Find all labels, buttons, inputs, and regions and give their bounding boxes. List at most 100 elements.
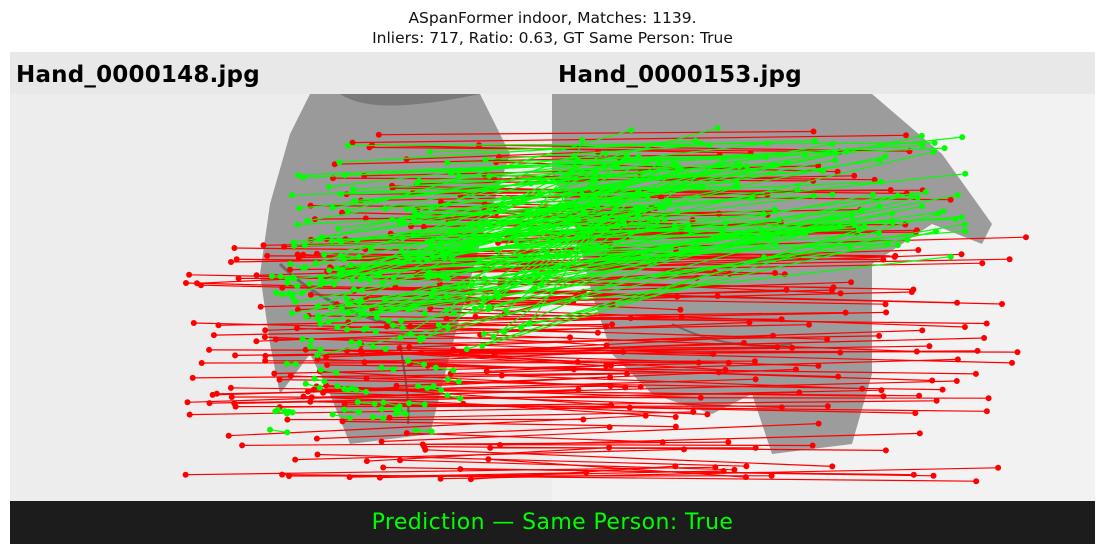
- inlier-keypoint: [579, 137, 586, 144]
- inlier-keypoint: [328, 238, 335, 244]
- inlier-match-line: [318, 194, 958, 319]
- inlier-keypoint: [479, 342, 486, 349]
- inlier-keypoint: [355, 253, 362, 260]
- inlier-keypoint: [482, 156, 489, 163]
- inlier-match-line: [328, 208, 644, 323]
- inlier-keypoint: [360, 310, 366, 317]
- outlier-keypoint: [939, 386, 946, 393]
- outlier-keypoint: [262, 357, 269, 364]
- outlier-keypoint: [768, 472, 775, 479]
- inlier-keypoint: [285, 408, 292, 415]
- outlier-keypoint: [198, 360, 205, 366]
- inlier-keypoint: [301, 242, 308, 249]
- inlier-keypoint: [314, 303, 321, 310]
- outlier-keypoint: [294, 251, 301, 258]
- inlier-keypoint: [366, 277, 373, 284]
- inlier-keypoint: [385, 317, 392, 324]
- inlier-keypoint: [356, 339, 363, 346]
- outlier-match-line: [349, 472, 587, 478]
- inlier-keypoint: [268, 273, 275, 280]
- inlier-keypoint: [389, 322, 396, 329]
- inlier-keypoint: [947, 253, 954, 260]
- inlier-keypoint: [940, 208, 947, 215]
- inlier-keypoint: [362, 304, 368, 311]
- inlier-keypoint: [379, 279, 386, 286]
- outlier-keypoint: [837, 349, 844, 356]
- outlier-keypoint: [824, 336, 831, 343]
- inlier-keypoint: [515, 225, 522, 232]
- outlier-match-line: [406, 151, 598, 160]
- outlier-keypoint: [871, 176, 878, 183]
- outlier-keypoint: [184, 399, 191, 406]
- inlier-keypoint: [861, 223, 868, 230]
- inlier-keypoint: [304, 217, 311, 224]
- inlier-match-line: [329, 225, 689, 271]
- outlier-keypoint: [704, 411, 711, 418]
- inlier-keypoint: [432, 364, 439, 371]
- inlier-keypoint: [455, 378, 462, 385]
- inlier-keypoint: [314, 352, 321, 359]
- inlier-keypoint: [405, 306, 412, 313]
- inlier-match-line: [320, 223, 855, 325]
- inlier-keypoint: [836, 223, 843, 230]
- inlier-keypoint: [673, 168, 680, 175]
- inlier-keypoint: [894, 192, 901, 199]
- outlier-keypoint: [851, 172, 858, 179]
- inlier-match-line: [470, 165, 740, 226]
- inlier-match-line: [340, 186, 736, 195]
- inlier-keypoint: [292, 298, 299, 305]
- inlier-keypoint: [528, 180, 534, 187]
- outlier-match-line: [282, 474, 977, 482]
- outlier-keypoint: [958, 251, 965, 258]
- inlier-keypoint: [811, 137, 818, 144]
- inlier-keypoint: [716, 162, 723, 169]
- inlier-keypoint: [382, 346, 389, 352]
- outlier-keypoint: [915, 247, 922, 253]
- outlier-keypoint: [320, 389, 327, 396]
- outlier-keypoint: [287, 266, 293, 273]
- outlier-keypoint: [731, 466, 738, 473]
- inlier-keypoint: [444, 324, 451, 331]
- inlier-keypoint: [670, 160, 677, 167]
- inlier-keypoint: [327, 304, 334, 311]
- inlier-keypoint: [338, 305, 345, 312]
- outlier-keypoint: [580, 416, 587, 423]
- outlier-keypoint: [954, 356, 961, 363]
- outlier-match-line: [396, 368, 797, 387]
- inlier-keypoint: [325, 183, 332, 190]
- outlier-keypoint: [933, 397, 940, 404]
- inlier-keypoint: [443, 293, 450, 300]
- outlier-keypoint: [349, 139, 356, 146]
- inlier-keypoint: [931, 139, 938, 146]
- inlier-keypoint: [421, 310, 428, 317]
- outlier-keypoint: [375, 131, 382, 138]
- match-visualization: Hand_0000148.jpg Hand_0000153.jpg Predic…: [10, 52, 1095, 544]
- inlier-keypoint: [930, 148, 937, 155]
- inlier-match-line: [542, 229, 762, 234]
- outlier-match-line: [406, 432, 663, 443]
- outlier-keypoint: [397, 457, 403, 464]
- inlier-keypoint: [329, 411, 336, 418]
- inlier-keypoint: [298, 290, 305, 297]
- outlier-keypoint: [284, 416, 291, 423]
- inlier-keypoint: [286, 290, 293, 297]
- inlier-keypoint: [334, 265, 340, 272]
- inlier-keypoint: [390, 306, 397, 313]
- match-lines-overlay: [182, 125, 1029, 485]
- outlier-keypoint: [712, 464, 719, 471]
- inlier-match-line: [380, 205, 923, 309]
- inlier-keypoint: [801, 151, 808, 158]
- inlier-keypoint: [762, 154, 769, 160]
- inlier-keypoint: [959, 134, 966, 141]
- inlier-match-line: [515, 164, 720, 242]
- inlier-match-line: [379, 228, 827, 274]
- outlier-match-line: [418, 253, 962, 274]
- prediction-text: Prediction — Same Person: True: [371, 510, 734, 535]
- outlier-keypoint: [389, 182, 395, 189]
- inlier-keypoint: [450, 310, 457, 317]
- inlier-keypoint: [765, 235, 772, 242]
- inlier-match-line: [529, 208, 641, 283]
- inlier-match-line: [344, 156, 766, 176]
- outlier-match-line: [352, 134, 907, 144]
- outlier-keypoint: [974, 347, 981, 354]
